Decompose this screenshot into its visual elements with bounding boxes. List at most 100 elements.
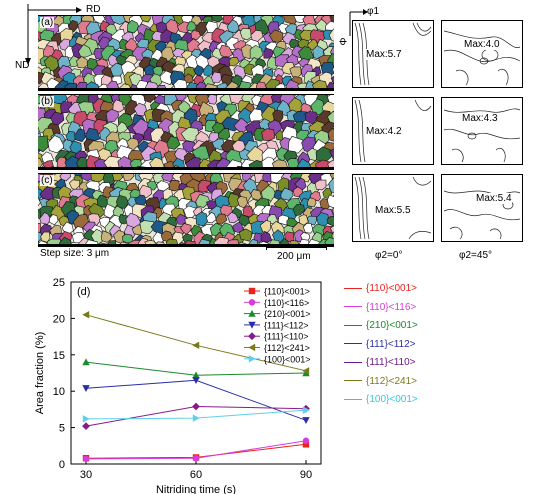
odf-row1-phi2-0: Max:5.7: [352, 20, 434, 88]
legend-label: {210}<001>: [264, 309, 311, 319]
grain: [156, 84, 166, 88]
grain: [145, 81, 160, 88]
legend-marker: [248, 309, 256, 317]
grain: [235, 86, 241, 88]
grain: [38, 157, 43, 167]
series-{110}<116>: [82, 437, 310, 463]
grain: [120, 166, 124, 167]
grain: [330, 75, 334, 84]
grain: [327, 159, 334, 167]
y-tick-label: 10: [53, 386, 65, 398]
grain: [221, 116, 240, 132]
grain: [195, 81, 207, 88]
grain: [198, 238, 211, 244]
grain: [155, 241, 165, 244]
grain: [85, 81, 100, 88]
legend-label: {111}<110>: [366, 357, 416, 368]
grain: [161, 174, 176, 182]
data-point: [302, 406, 310, 414]
scale-bar-tick-right: [326, 244, 327, 250]
odf-max-label: Max:5.7: [366, 49, 402, 60]
grain: [275, 83, 286, 88]
odf-max-label: Max:5.4: [476, 193, 512, 204]
grain: [215, 157, 231, 167]
grain: [287, 135, 304, 154]
data-point: [82, 358, 90, 366]
grain: [261, 128, 276, 142]
data-point: [192, 341, 200, 350]
legend-label: {112}<241>: [264, 343, 310, 353]
chart-legend: {110}<001>{110}<116>{210}<001>{111}<112>…: [244, 287, 311, 364]
legend-label: {100}<001>: [366, 394, 418, 405]
legend-label: {110}<116>: [264, 298, 309, 308]
grain: [293, 16, 306, 24]
grain: [227, 239, 240, 244]
grain: [165, 238, 179, 244]
grain: [68, 55, 80, 68]
series-{100}<001>: [82, 406, 310, 423]
x-axis-label: Nitriding time (s): [156, 484, 236, 494]
grain: [297, 158, 311, 167]
grain: [227, 192, 241, 208]
odf-col-label-left: φ2=0°: [375, 250, 403, 261]
legend-line: [344, 380, 362, 382]
grain: [127, 19, 140, 34]
grain: [68, 179, 81, 191]
grain: [64, 82, 77, 88]
legend-entry: {110}<001>: [344, 283, 417, 294]
data-point: [302, 417, 310, 425]
grain: [78, 44, 93, 58]
x-tick-label: 30: [80, 469, 92, 481]
odf-row3-phi2-0: Max:5.5: [352, 174, 434, 242]
legend-entry: {110}<116>: [344, 302, 416, 313]
grain: [215, 213, 228, 225]
grain: [122, 174, 135, 182]
grain: [135, 80, 149, 88]
grain: [211, 16, 224, 23]
x-tick-label: 60: [190, 469, 202, 481]
grain: [228, 56, 240, 67]
data-point: [302, 437, 310, 444]
odf-row1-phi2-45: Max:4.0: [441, 20, 523, 88]
grain: [172, 157, 185, 167]
grain: [110, 16, 126, 25]
grain: [238, 228, 253, 242]
grain: [307, 197, 317, 208]
data-point: [192, 454, 200, 462]
grain: [38, 82, 50, 88]
data-point: [192, 402, 200, 411]
data-point: [82, 311, 90, 319]
grain: [58, 236, 73, 244]
grain: [329, 174, 334, 180]
grain: [59, 174, 72, 182]
data-point: [192, 414, 200, 422]
grain: [136, 166, 146, 167]
legend-entry: {111}<110>: [344, 357, 416, 368]
legend-label: {111}<112>: [264, 320, 309, 330]
grain: [105, 108, 120, 123]
grain: [269, 239, 281, 244]
grain: [257, 241, 269, 244]
grain: [236, 165, 244, 167]
grain: [74, 128, 86, 142]
data-point: [192, 377, 200, 384]
legend-line: [344, 306, 362, 308]
grain: [51, 165, 55, 167]
grain: [38, 135, 49, 153]
grain: [103, 203, 117, 219]
grain: [217, 82, 229, 88]
grain: [255, 81, 267, 88]
grain: [76, 56, 89, 69]
area-fraction-chart: 0 5 10 15 20 25 30 60 90 Nitriding time (s) Area f…: [34, 277, 322, 494]
grain: [173, 78, 188, 88]
grain: [169, 179, 182, 192]
grain: [186, 21, 198, 32]
grain: [107, 240, 117, 244]
data-point: [82, 415, 90, 423]
grain: [227, 211, 239, 224]
Phi-label: Φ: [338, 37, 350, 46]
grain: [331, 207, 334, 216]
panel-label-b: (b): [40, 96, 55, 107]
grain: [41, 165, 46, 167]
data-point: [82, 422, 90, 431]
